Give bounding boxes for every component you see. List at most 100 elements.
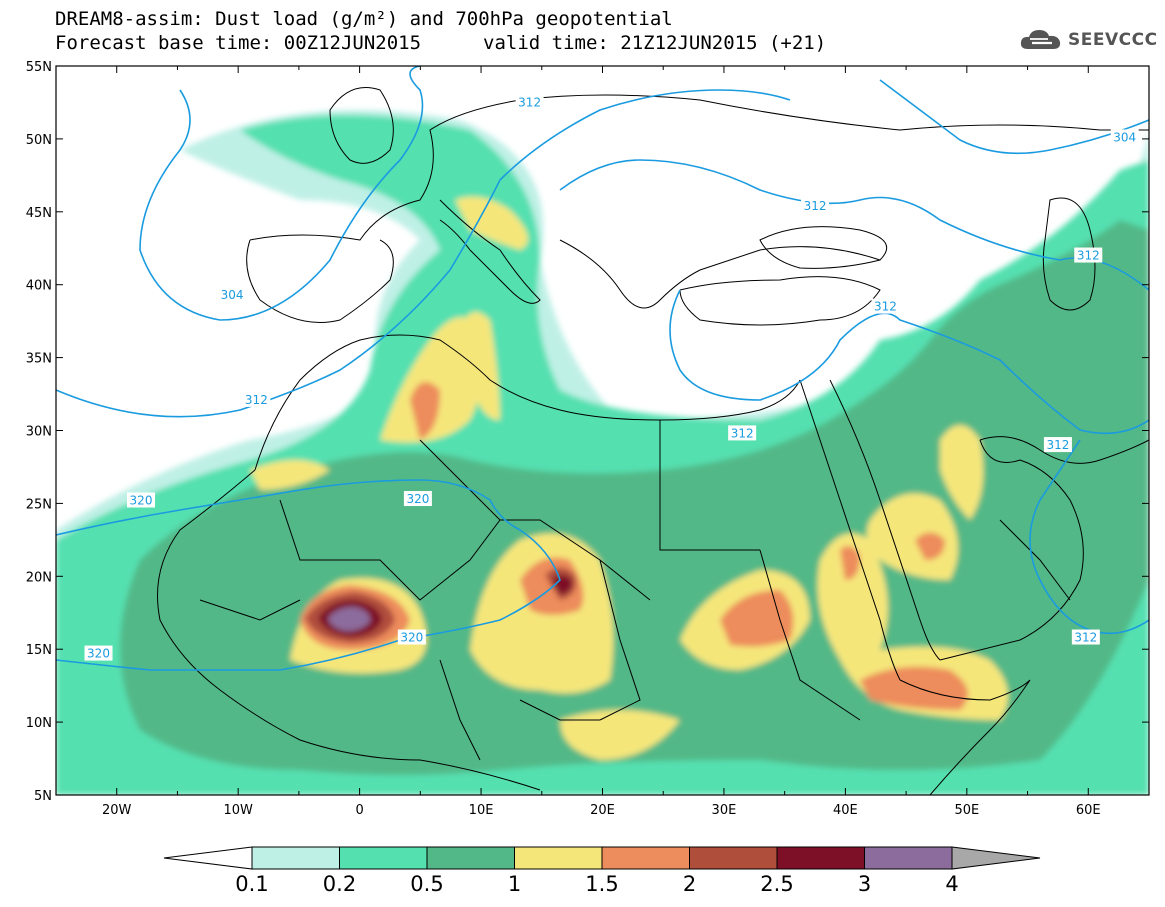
contour-label: 320	[84, 645, 113, 661]
dust-level-1-5-d	[860, 666, 968, 710]
colorbar: 0.1 0.2 0.5 1 1.5 2 2.5 3 4	[163, 846, 1041, 896]
contour-label: 312	[1074, 247, 1103, 263]
svg-text:312: 312	[731, 426, 754, 440]
contour-label: 312	[1071, 629, 1100, 645]
colorbar-label: 1.5	[585, 872, 618, 896]
lat-label: 30N	[26, 425, 52, 440]
dust-level-1-k	[250, 460, 330, 490]
contour-312-north	[56, 89, 791, 418]
geopotential-contours	[56, 66, 1149, 671]
dust-level-1-5-f	[915, 532, 945, 560]
dust-level-3-a	[328, 606, 371, 632]
lon-label: 20E	[590, 803, 615, 818]
contour-label: 312	[1043, 437, 1072, 453]
colorbar-label: 2	[683, 872, 696, 896]
colorbar-label: 3	[858, 872, 871, 896]
colorbar-segment	[864, 846, 953, 870]
dust-level-1-d	[817, 533, 1008, 720]
svg-text:312: 312	[804, 199, 827, 213]
contour-304-east	[879, 79, 1149, 155]
dust-level-1-e	[866, 493, 958, 580]
dust-level-1-5-e	[410, 382, 440, 440]
lon-label: 50E	[954, 803, 979, 818]
contour-label: 312	[728, 425, 757, 441]
logo-text: SEEVCCC	[1068, 30, 1158, 50]
lat-label: 25N	[26, 497, 52, 512]
colorbar-min-triangle	[163, 846, 253, 870]
svg-text:312: 312	[1074, 631, 1097, 645]
colorbar-segment	[601, 846, 690, 870]
lon-label: 0	[355, 803, 363, 818]
svg-text:320: 320	[400, 631, 423, 645]
contour-label: 320	[127, 492, 156, 508]
lat-label: 5N	[34, 789, 52, 804]
colorbar-segment	[776, 846, 865, 870]
contour-label: 312	[242, 391, 271, 407]
dust-level-1-i	[940, 425, 984, 520]
lat-label: 10N	[26, 716, 52, 731]
dust-level-1-f	[380, 317, 484, 443]
dust-level-1-j	[560, 710, 680, 760]
lat-label: 35N	[26, 352, 52, 367]
dust-level-1-g	[460, 312, 500, 420]
svg-text:312: 312	[874, 300, 897, 314]
contour-312-arabia	[1029, 439, 1149, 635]
title-line-1: DREAM8-assim: Dust load (g/m²) and 700hP…	[55, 8, 673, 30]
lat-label: 45N	[26, 206, 52, 221]
colorbar-segment	[426, 846, 515, 870]
dust-level-1-h	[455, 196, 528, 250]
contour-label: 320	[397, 629, 426, 645]
lat-label: 40N	[26, 279, 52, 294]
colorbar-segment	[251, 846, 340, 870]
map-area: 312 304 312 312 304 312 312 312 312 320 320 320 320 3…	[56, 66, 1149, 795]
lon-label: 10W	[223, 803, 253, 818]
colorbar-segment	[339, 846, 428, 870]
contour-label: 312	[871, 298, 900, 314]
colorbar-segment	[514, 846, 603, 870]
colorbar-max-triangle	[951, 846, 1041, 870]
dust-level-1-5-g	[840, 546, 860, 580]
svg-text:312: 312	[1046, 438, 1069, 452]
svg-text:312: 312	[518, 95, 541, 109]
contour-labels: 312 304 312 312 304 312 312 312 312 320 320 320 320 3…	[84, 94, 1139, 661]
title-line-2: Forecast base time: 00Z12JUN2015 valid ti…	[55, 32, 826, 54]
forecast-base-time: Forecast base time: 00Z12JUN2015	[55, 32, 422, 54]
valid-time: valid time: 21Z12JUN2015 (+21)	[483, 32, 827, 54]
lat-label: 20N	[26, 570, 52, 585]
colorbar-label: 1	[508, 872, 521, 896]
dust-level-2-5-b	[552, 575, 573, 595]
colorbar-label: 2.5	[760, 872, 793, 896]
contour-312-east	[669, 289, 1149, 435]
contour-label: 320	[403, 491, 432, 507]
contour-320	[56, 479, 561, 671]
dust-load-field	[56, 110, 1149, 795]
colorbar-segment	[689, 846, 778, 870]
svg-text:312: 312	[245, 393, 268, 407]
lon-label: 40E	[833, 803, 858, 818]
svg-text:304: 304	[221, 288, 244, 302]
contour-label: 312	[801, 197, 830, 213]
colorbar-label: 0.2	[323, 872, 356, 896]
lon-label: 10E	[469, 803, 494, 818]
colorbar-label: 4	[945, 872, 958, 896]
lon-label: 60E	[1076, 803, 1101, 818]
contour-label: 312	[515, 94, 544, 110]
svg-text:304: 304	[1113, 130, 1136, 144]
seevccc-logo: SEEVCCC	[1018, 27, 1158, 53]
svg-text:320: 320	[406, 492, 429, 506]
colorbar-label: 0.5	[410, 872, 443, 896]
lat-label: 55N	[26, 60, 52, 75]
contour-312-med	[559, 159, 1149, 291]
contour-label: 304	[1110, 129, 1139, 145]
lon-label: 20W	[102, 803, 132, 818]
svg-text:320: 320	[130, 493, 153, 507]
map-axes: 55N 50N 45N 40N 35N 30N 25N 20N 15N 10N 5N 20W 10W 0 1…	[26, 60, 1150, 818]
lat-label: 15N	[26, 643, 52, 658]
lon-label: 30E	[712, 803, 737, 818]
cloud-icon	[1020, 30, 1061, 49]
colorbar-label: 0.1	[235, 872, 268, 896]
contour-304-west	[139, 66, 424, 321]
svg-text:312: 312	[1077, 249, 1100, 263]
svg-text:320: 320	[87, 647, 110, 661]
